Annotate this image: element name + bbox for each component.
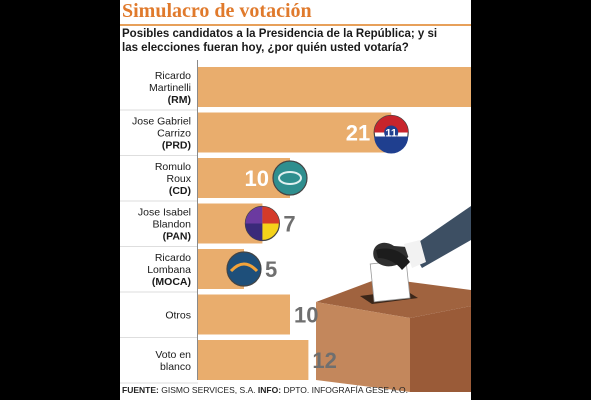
category-label: (RM) [168,94,191,106]
value-label: 12 [312,348,336,373]
category-label: (PAN) [163,231,191,243]
logo-shape [262,206,280,224]
category-label: blanco [160,361,191,373]
logo-shape [374,115,409,133]
chart-source: FUENTE: GISMO SERVICES, S.A. INFO: DPTO.… [122,385,408,395]
value-label: 21 [346,121,370,146]
value-label: 5 [265,257,277,282]
pan-logo-icon [244,205,280,242]
bar [198,294,290,335]
logo-circle [272,160,308,196]
logo-shape [245,223,263,241]
value-label: 10 [294,303,318,328]
category-label: Ricardo [155,252,191,264]
logo-shape [245,206,263,224]
source-value: GISMO SERVICES, S.A. [161,385,256,395]
category-label: Carrizo [157,128,191,140]
category-label: (MOCA) [152,276,191,288]
logo-label: 11 [385,128,397,140]
cd-logo-icon [272,160,308,196]
category-label: Romulo [155,161,191,173]
prd-logo-icon: 11 [373,114,409,154]
logo-circle [226,251,262,287]
category-label: Lombana [147,264,191,276]
value-label: 10 [245,166,269,191]
category-label: Roux [166,173,191,185]
title-rule [120,24,471,26]
category-label: (CD) [169,185,191,197]
category-label: Ricardo [155,70,191,82]
value-label: 7 [283,212,295,237]
ballot-box-illustration [316,206,471,392]
chart-axis-line [197,60,198,380]
chart-title: Simulacro de votación [122,0,312,22]
info-label: INFO: [257,385,282,395]
bar [198,67,471,107]
category-label: Jose Isabel [138,207,191,219]
source-label: FUENTE: [122,385,159,395]
chart-subtitle: Posibles candidatos a la Presidencia de … [122,28,438,54]
category-label: Voto en [155,349,191,361]
moca-logo-icon [226,251,262,287]
logo-shape [278,171,302,185]
category-label: Otros [165,310,191,322]
logo-shape [229,262,259,273]
category-label: Jose Gabriel [132,116,191,128]
category-label: Blandon [152,219,191,231]
bar [198,340,309,380]
info-value: DPTO. INFOGRAFÍA GESE A.O. [283,385,408,395]
category-label: (PRD) [162,140,191,152]
bar [198,112,392,153]
infographic-panel: Simulacro de votación Posibles candidato… [120,0,471,400]
logo-shape [384,125,399,140]
category-label: Martinelli [149,82,191,94]
logo-shape [374,136,409,154]
